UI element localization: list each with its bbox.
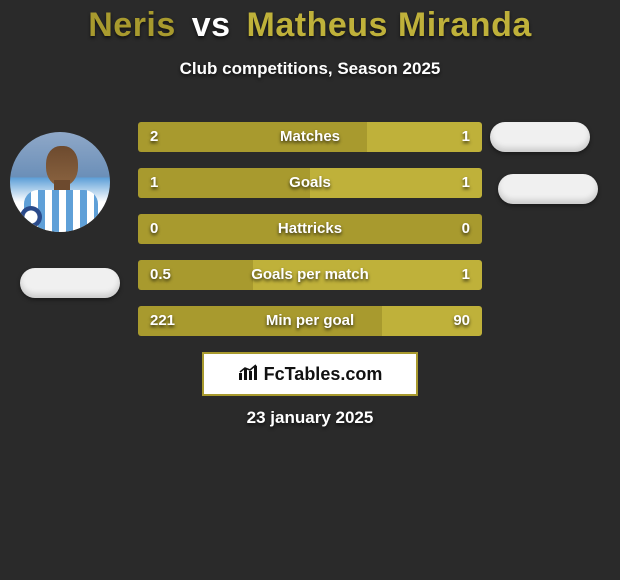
vs-label: vs [192, 6, 231, 44]
subtitle: Club competitions, Season 2025 [0, 59, 620, 79]
stat-row: 00Hattricks [138, 214, 482, 244]
comparison-title: Neris vs Matheus Miranda [0, 0, 620, 45]
player2-name: Matheus Miranda [247, 6, 532, 44]
stat-row: 11Goals [138, 168, 482, 198]
logo-text: FcTables.com [264, 364, 383, 385]
bar-left [138, 260, 253, 290]
bar-right [382, 306, 482, 336]
bar-left [138, 122, 367, 152]
stat-rows: 21Matches 11Goals 00Hattricks 0.51Goals per… [138, 122, 482, 352]
player1-name-pill [20, 268, 120, 298]
stat-row: 22190Min per goal [138, 306, 482, 336]
bar-left [138, 168, 310, 198]
bar-right [310, 168, 482, 198]
bar-chart-icon [238, 363, 258, 386]
bar-right [367, 122, 482, 152]
player2-name-pill-2 [498, 174, 598, 204]
stat-row: 21Matches [138, 122, 482, 152]
source-logo: FcTables.com [202, 352, 418, 396]
stat-row: 0.51Goals per match [138, 260, 482, 290]
player2-name-pill-1 [490, 122, 590, 152]
bar-left [138, 214, 482, 244]
player1-avatar [10, 132, 110, 232]
snapshot-date: 23 january 2025 [0, 408, 620, 428]
bar-left [138, 306, 382, 336]
player1-name: Neris [88, 6, 176, 44]
bar-right [253, 260, 482, 290]
